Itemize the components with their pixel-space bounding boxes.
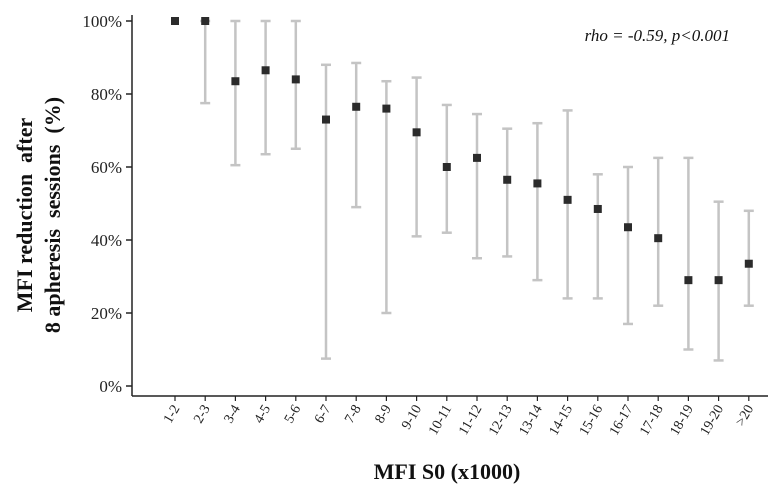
data-point xyxy=(533,179,542,188)
data-point xyxy=(624,223,632,232)
data-point xyxy=(352,102,361,111)
data-point xyxy=(412,128,421,137)
x-tick-label: 12-13 xyxy=(486,403,515,439)
data-point xyxy=(261,66,270,75)
data-point xyxy=(322,115,330,124)
y-tick-label: 0% xyxy=(99,377,122,396)
x-tick-label: 15-16 xyxy=(577,403,606,439)
y-tick-label: 80% xyxy=(91,85,122,104)
x-tick-label: 3-4 xyxy=(222,403,244,427)
data-point xyxy=(714,276,723,285)
data-point xyxy=(684,276,693,285)
data-point xyxy=(442,163,451,171)
data-point xyxy=(563,195,572,204)
stat-annotation: rho = -0.59, p<0.001 xyxy=(585,26,730,45)
x-tick-label: 8-9 xyxy=(373,403,395,427)
data-point xyxy=(382,104,391,113)
data-point xyxy=(291,75,300,84)
data-point xyxy=(503,175,512,184)
y-tick-label: 20% xyxy=(91,304,122,323)
x-tick-label: 11-12 xyxy=(456,403,485,438)
x-tick-label: 17-18 xyxy=(637,403,666,439)
x-tick-label: 1-2 xyxy=(161,403,183,427)
y-axis-title: MFI reduction after 8 apheresis sessions… xyxy=(12,97,65,333)
x-tick-label: 14-15 xyxy=(547,403,576,439)
x-axis-title: MFI S0 (x1000) xyxy=(374,459,521,484)
y-tick-label: 40% xyxy=(91,231,122,250)
x-tick-label: 19-20 xyxy=(698,403,727,439)
plot-area: 0% 20% 40% 60% 80% 100% 1-2 2-3 3-4 4-5 5-6 6-7 7-8 8… xyxy=(82,12,768,438)
x-tick-label: 13-14 xyxy=(517,403,546,439)
x-tick-label: 10-11 xyxy=(426,403,455,438)
data-point xyxy=(231,77,240,86)
data-point xyxy=(654,234,663,243)
x-tick-label: 5-6 xyxy=(282,403,304,427)
y-tick-label: 60% xyxy=(91,158,122,177)
x-tick-label: 7-8 xyxy=(342,403,364,427)
x-tick-label: 16-17 xyxy=(607,403,636,439)
x-tick-label: 2-3 xyxy=(191,403,213,427)
y-axis-title-line-1: MFI reduction after xyxy=(12,118,37,313)
y-tick-label: 100% xyxy=(82,12,122,31)
data-point xyxy=(201,17,210,25)
data-point xyxy=(744,259,753,268)
x-tick-label: 9-10 xyxy=(399,403,425,433)
y-axis-title-line-2: 8 apheresis sessions (%) xyxy=(40,97,65,333)
x-tick-label: >20 xyxy=(733,403,757,429)
data-point xyxy=(473,153,481,162)
x-tick-label: 4-5 xyxy=(252,403,274,427)
data-point xyxy=(593,204,602,213)
x-tick-label: 6-7 xyxy=(312,403,334,427)
data-point xyxy=(171,17,179,25)
x-tick-label: 18-19 xyxy=(668,403,697,439)
